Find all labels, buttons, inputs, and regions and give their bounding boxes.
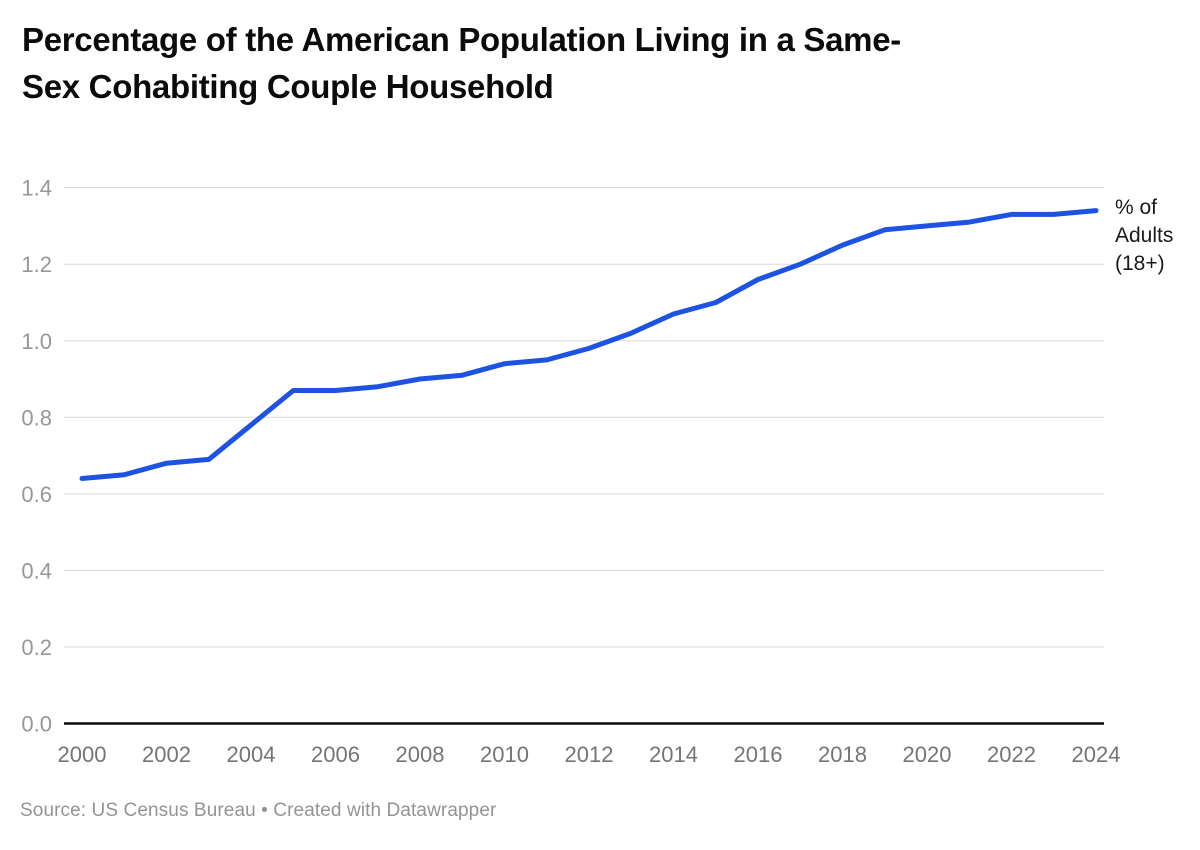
x-tick-label: 2020 (903, 742, 952, 767)
line-chart: 0.00.20.40.60.81.01.21.4 2000 2002 2004 200… (21, 176, 1173, 767)
x-tick-label: 2010 (480, 742, 529, 767)
y-tick-label: 0.6 (21, 482, 52, 507)
chart-title-line-2: Sex Cohabiting Couple Household (22, 68, 554, 105)
x-tick-label: 2016 (734, 742, 783, 767)
x-tick-label: 2014 (649, 742, 698, 767)
chart-title-line-1: Percentage of the American Population Li… (22, 21, 901, 58)
series-label-line: % of (1115, 196, 1157, 219)
chart-title: Percentage of the American Population Li… (22, 16, 1152, 110)
x-tick-label: 2018 (818, 742, 867, 767)
x-tick-label: 2000 (58, 742, 107, 767)
series-label-line: Adults (1115, 224, 1173, 247)
y-tick-label: 0.4 (21, 558, 52, 583)
x-tick-label: 2022 (987, 742, 1036, 767)
x-tick-label: 2012 (565, 742, 614, 767)
series-label: % of Adults (18+) (1115, 196, 1173, 275)
x-tick-label: 2004 (227, 742, 276, 767)
source-attribution: Source: US Census Bureau • Created with … (20, 800, 497, 821)
data-line (79, 208, 1099, 481)
y-tick-label: 0.8 (21, 405, 52, 430)
y-tick-label: 1.4 (21, 176, 52, 201)
x-tick-label: 2024 (1072, 742, 1121, 767)
x-tick-label: 2006 (311, 742, 360, 767)
x-tick-labels: 2000 2002 2004 2006 2008 2010 2012 2014 2016 2018… (58, 742, 1121, 767)
x-tick-label: 2002 (142, 742, 191, 767)
y-tick-label: 1.0 (21, 329, 52, 354)
y-tick-labels: 0.0 0.2 0.4 0.6 0.8 1.0 1.2 1.4 (21, 176, 52, 737)
y-tick-label: 0.0 (21, 712, 52, 737)
y-tick-label: 0.2 (21, 635, 52, 660)
series-label-line: (18+) (1115, 252, 1165, 275)
y-gridlines (64, 187, 1104, 648)
y-tick-label: 1.2 (21, 252, 52, 277)
x-tick-label: 2008 (396, 742, 445, 767)
